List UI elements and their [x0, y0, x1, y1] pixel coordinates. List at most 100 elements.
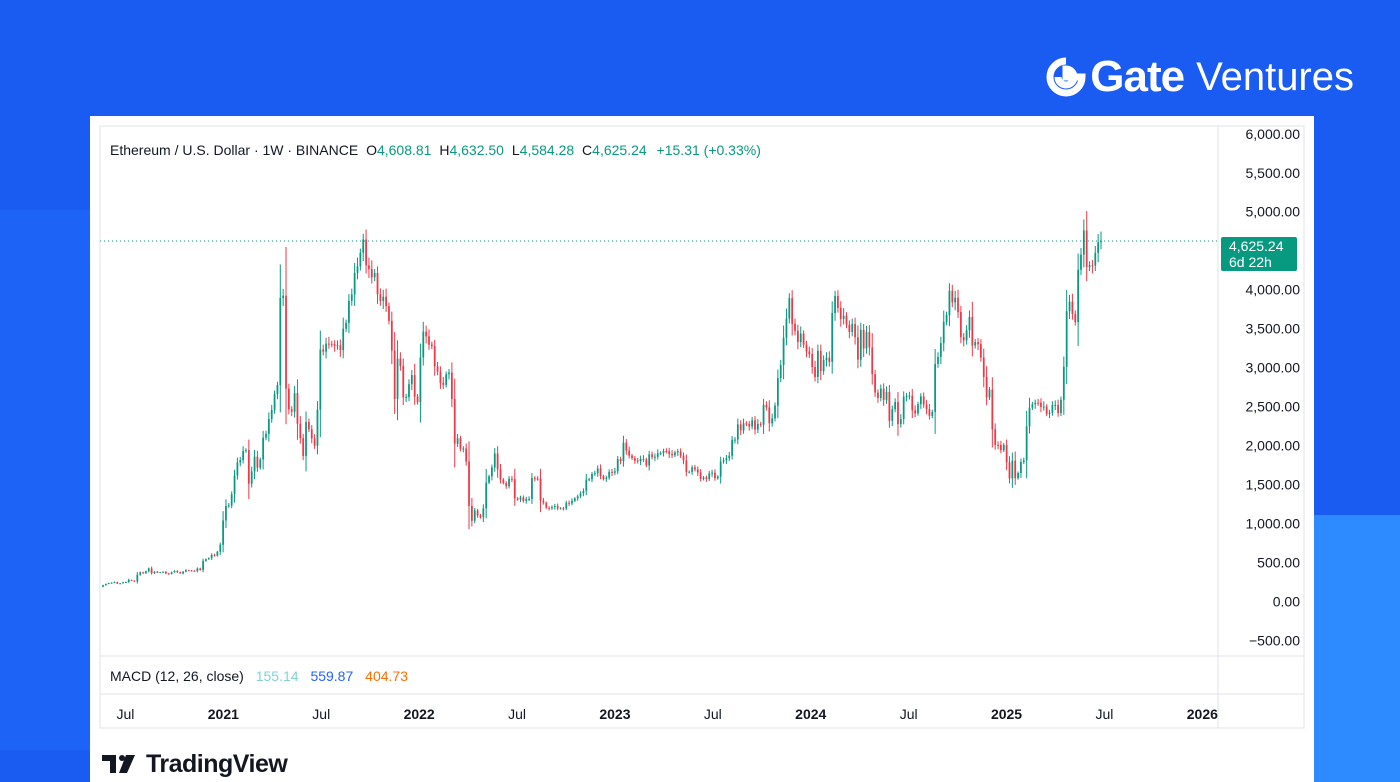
candle-body: [839, 307, 842, 319]
candle-body: [865, 332, 868, 349]
x-tick-label: Jul: [704, 706, 722, 722]
candle-body: [602, 476, 605, 479]
y-tick-label: 3,500.00: [1246, 321, 1301, 337]
candle-body: [408, 384, 410, 398]
candle-body: [522, 497, 525, 501]
candle-body: [542, 500, 545, 503]
candle-body: [917, 404, 919, 414]
candle-body: [862, 329, 865, 349]
candle-body: [659, 453, 662, 455]
candle-body: [333, 344, 336, 346]
candle-body: [133, 580, 136, 582]
candle-body: [342, 328, 345, 351]
candle-body: [882, 388, 885, 400]
candle-body: [419, 357, 422, 403]
candle-body: [308, 422, 310, 430]
candle-body: [202, 560, 204, 571]
candle-body: [791, 298, 794, 324]
candle-body: [776, 378, 779, 406]
open-label: O: [366, 142, 377, 158]
candle-body: [877, 392, 879, 399]
candle-body: [416, 396, 419, 403]
candle-body: [742, 423, 745, 431]
candle-body: [796, 330, 799, 343]
candle-body: [1037, 402, 1039, 404]
candle-body: [997, 444, 999, 446]
candle-body: [1074, 313, 1077, 323]
candle-body: [482, 508, 485, 518]
candle-body: [685, 460, 688, 472]
candle-body: [805, 344, 808, 352]
candle-body: [242, 451, 245, 461]
symbol-label: Ethereum / U.S. Dollar · 1W · BINANCE: [110, 142, 359, 158]
candle-body: [613, 471, 616, 473]
candle-body: [868, 332, 871, 348]
candle-body: [113, 582, 116, 584]
candle-body: [259, 459, 262, 468]
candle-body: [931, 411, 934, 416]
candle-body: [982, 357, 985, 377]
x-tick-label: 2026: [1187, 706, 1218, 722]
tradingview-logo-text: TradingView: [146, 749, 288, 778]
candle-body: [339, 345, 342, 351]
candle-body: [642, 458, 645, 460]
candle-body: [385, 296, 387, 307]
candle-body: [719, 461, 722, 477]
candle-body: [531, 478, 533, 499]
candle-body: [711, 472, 713, 474]
brand-logo: Gate Ventures: [1046, 52, 1354, 102]
price-chart[interactable]: 6,000.00 5,500.00 5,000.00 4,000.00 3,500.00…: [90, 116, 1314, 782]
candle-body: [296, 393, 299, 424]
candle-body: [1034, 402, 1037, 405]
candle-body: [219, 544, 222, 552]
candle-body: [185, 570, 187, 572]
x-tick-label: Jul: [1095, 706, 1113, 722]
candle-body: [1065, 311, 1068, 367]
x-tick-label: Jul: [508, 706, 526, 722]
candle-body: [433, 346, 436, 367]
candle-body: [771, 418, 774, 424]
candle-body: [1085, 230, 1088, 267]
candle-body: [828, 357, 831, 362]
candle-body: [533, 478, 536, 480]
candle-body: [656, 453, 659, 457]
time-axis-border: [99, 693, 1305, 729]
candle-body: [176, 570, 179, 573]
candle-body: [676, 451, 679, 453]
candle-body: [1022, 460, 1025, 462]
candle-body: [1100, 240, 1102, 243]
candle-body: [513, 479, 516, 499]
candle-body: [1017, 472, 1019, 479]
candle-body: [496, 453, 499, 470]
candle-body: [1020, 461, 1022, 473]
candle-body: [679, 451, 682, 456]
candle-body: [428, 336, 430, 345]
candle-body: [674, 452, 676, 456]
candle-body: [485, 482, 488, 509]
candle-body: [811, 354, 814, 367]
chart-card: 6,000.00 5,500.00 5,000.00 4,000.00 3,500.00…: [90, 116, 1314, 782]
y-tick-label: 6,000.00: [1246, 126, 1301, 142]
candle-body: [159, 572, 162, 574]
candle-body: [1082, 230, 1085, 255]
candle-body: [256, 456, 259, 468]
candle-body: [410, 375, 413, 385]
candle-body: [716, 476, 719, 479]
candle-body: [525, 499, 528, 501]
candle-body: [230, 494, 233, 506]
candle-body: [1054, 404, 1057, 406]
candle-body: [265, 433, 267, 438]
candle-body: [1000, 444, 1002, 451]
candle-body: [233, 475, 236, 495]
candle-body: [1062, 366, 1065, 400]
candle-body: [476, 510, 479, 516]
candle-body: [528, 498, 530, 500]
candle-body: [754, 420, 756, 430]
candle-body: [571, 500, 573, 504]
candle-body: [731, 439, 733, 456]
candle-body: [745, 423, 748, 425]
y-tick-label: 500.00: [1257, 554, 1300, 570]
candle-body: [908, 395, 911, 397]
candle-body: [837, 296, 839, 308]
candle-body: [1051, 404, 1054, 413]
